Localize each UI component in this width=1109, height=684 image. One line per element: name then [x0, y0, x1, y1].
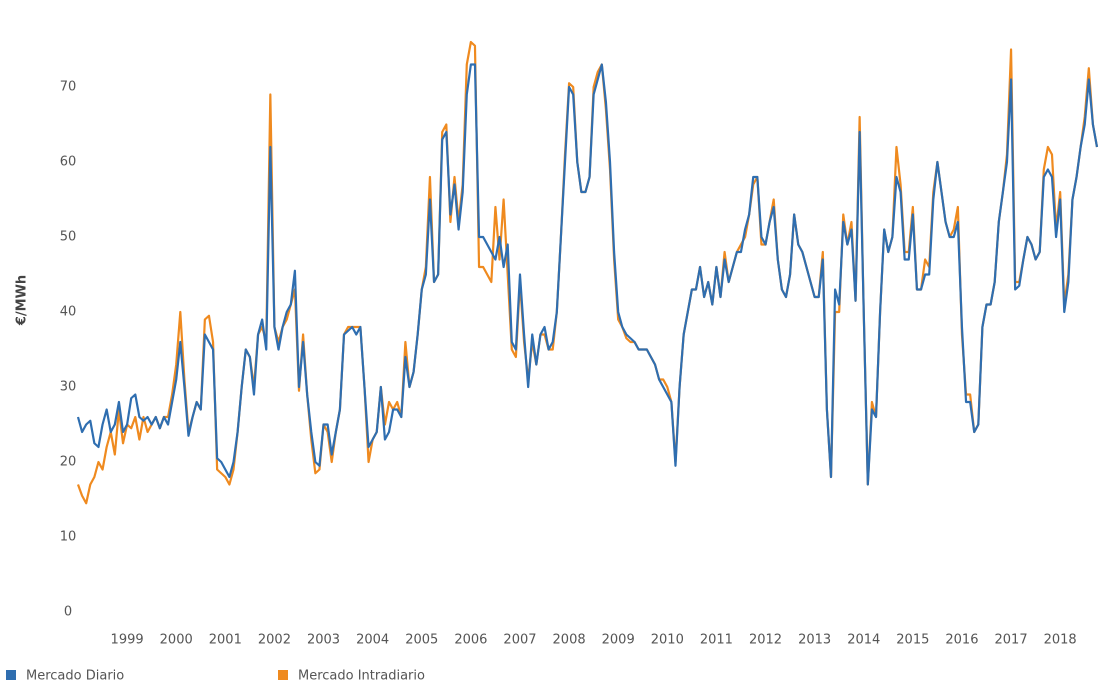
- y-tick-label: 70: [60, 80, 77, 95]
- x-tick-label: 2005: [405, 633, 438, 648]
- y-tick-label: 50: [60, 230, 77, 245]
- x-tick-label: 2001: [209, 633, 242, 648]
- x-tick-label: 2015: [896, 633, 929, 648]
- legend-swatch: [6, 670, 16, 680]
- x-tick-label: 2000: [160, 633, 193, 648]
- legend-swatch: [278, 670, 288, 680]
- x-tick-label: 2012: [749, 633, 782, 648]
- x-tick-label: 2016: [945, 633, 978, 648]
- line-series: [76, 40, 1099, 505]
- x-tick-label: 2008: [553, 633, 586, 648]
- y-tick-label: 20: [60, 455, 77, 470]
- x-tick-label: 2018: [1044, 633, 1077, 648]
- x-tick-label: 2007: [503, 633, 536, 648]
- legend-label: Mercado Diario: [26, 669, 124, 684]
- line-series: [76, 63, 1099, 486]
- x-tick-label: 2011: [700, 633, 733, 648]
- y-axis-label: €/MWh: [15, 275, 30, 326]
- x-tick-label: 2009: [602, 633, 635, 648]
- x-tick-label: 2017: [995, 633, 1028, 648]
- x-tick-label: 2006: [454, 633, 487, 648]
- x-tick-label: 2013: [798, 633, 831, 648]
- x-tick-label: 2014: [847, 633, 880, 648]
- x-tick-label: 2010: [651, 633, 684, 648]
- y-tick-label: 40: [60, 305, 77, 320]
- x-tick-label: 1999: [111, 633, 144, 648]
- x-tick-label: 2003: [307, 633, 340, 648]
- legend-label: Mercado Intradiario: [298, 669, 425, 684]
- y-tick-label: 10: [60, 530, 77, 545]
- x-tick-label: 2002: [258, 633, 291, 648]
- y-tick-label: 60: [60, 155, 77, 170]
- x-tick-label: 2004: [356, 633, 389, 648]
- y-tick-label: 30: [60, 380, 77, 395]
- y-tick-label: 0: [64, 605, 72, 620]
